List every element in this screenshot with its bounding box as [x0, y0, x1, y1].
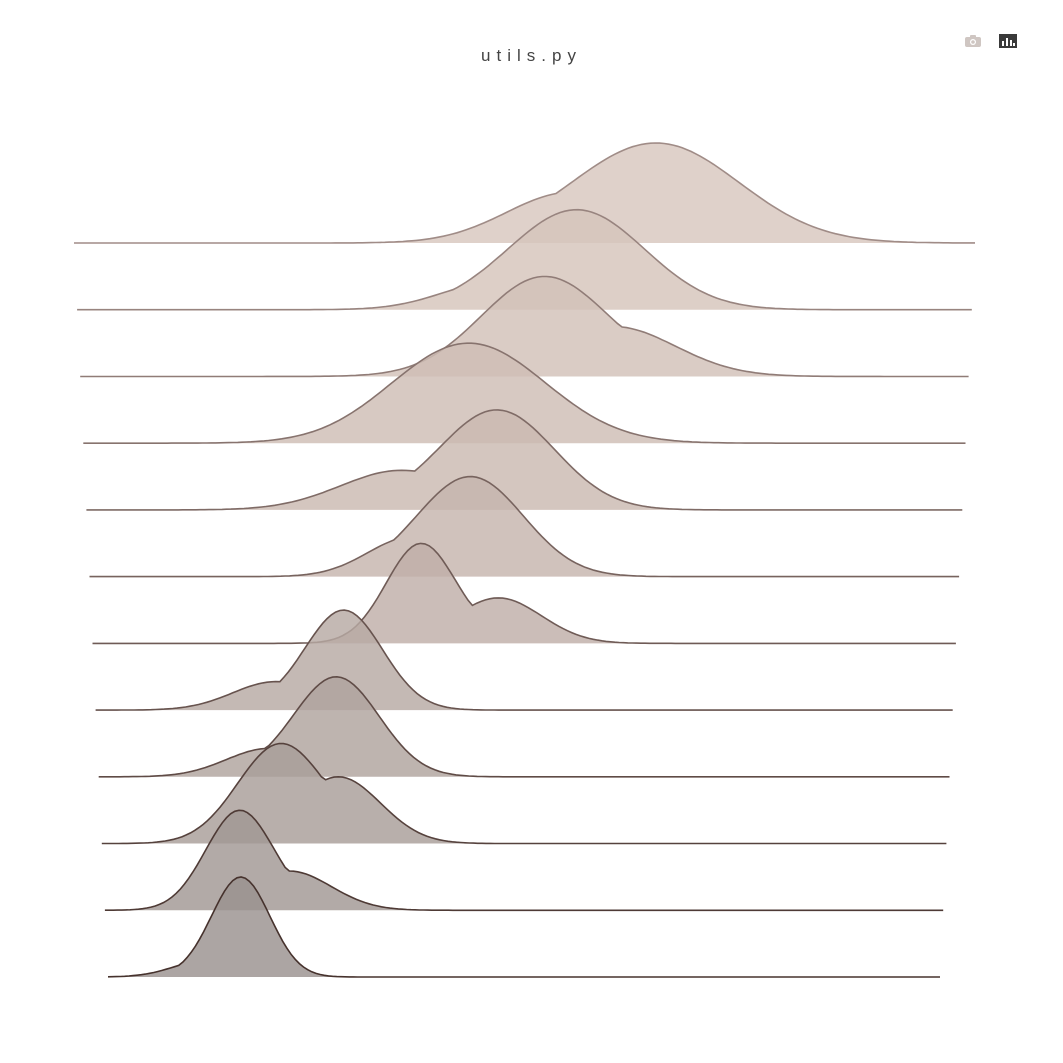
ridge-line-5: [86, 409, 963, 511]
ridge-area-8: [95, 610, 953, 711]
ridge-line-4: [83, 342, 966, 444]
ridge-line-9: [98, 675, 950, 778]
ridge-area-6: [89, 476, 960, 577]
ridge-line-2: [77, 208, 972, 311]
camera-icon: [965, 35, 981, 47]
ridge-area-9: [98, 676, 950, 777]
ridge-area-7: [92, 543, 956, 644]
ridge-area-1: [74, 143, 975, 243]
page-title: utils.py: [481, 46, 582, 65]
ridge-area-2: [77, 209, 972, 310]
chart-button[interactable]: [998, 33, 1018, 49]
ridge-area-11: [104, 810, 944, 911]
bar-chart-icon: [999, 34, 1017, 48]
ridge-area-10: [101, 743, 947, 844]
ridge-line-12: [107, 876, 940, 978]
ridge-area-4: [83, 343, 966, 444]
ridge-line-1: [74, 142, 975, 244]
ridge-line-7: [92, 542, 956, 645]
ridge-area-3: [80, 276, 969, 377]
ridge-line-8: [95, 609, 953, 711]
ridge-line-6: [89, 475, 960, 578]
ridge-line-10: [101, 742, 947, 845]
ridge-area-12: [108, 877, 940, 977]
ridge-line-11: [104, 809, 944, 912]
ridge-area-5: [86, 409, 963, 510]
camera-button[interactable]: [963, 33, 983, 49]
ridge-line-3: [80, 275, 969, 378]
